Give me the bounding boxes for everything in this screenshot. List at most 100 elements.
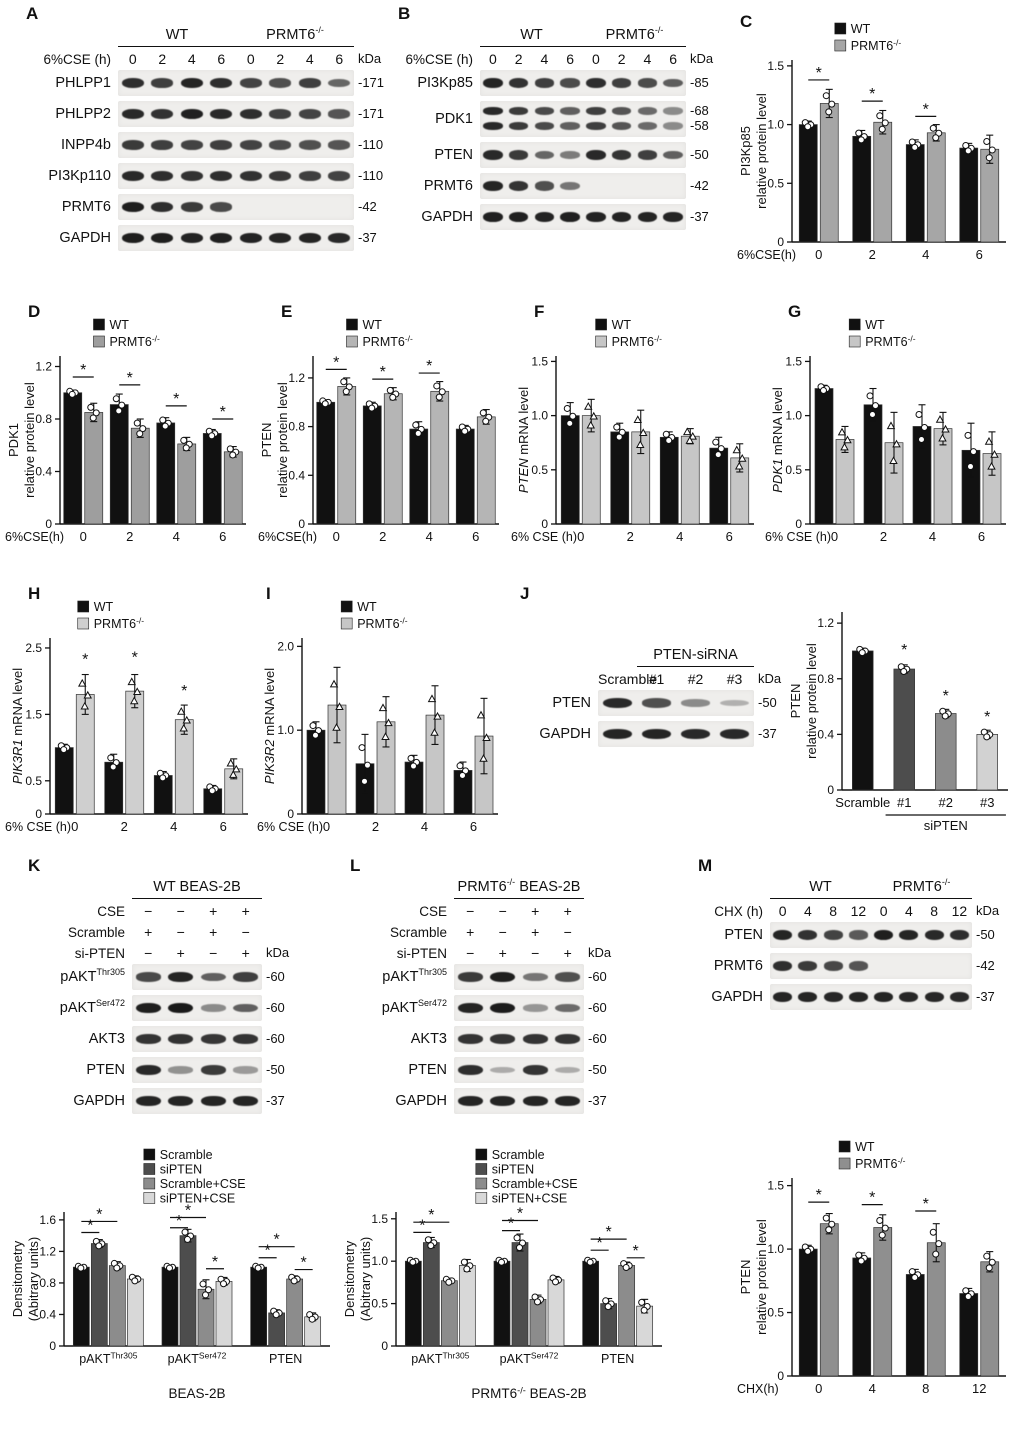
- blot-band: [848, 991, 868, 1003]
- data-point: [136, 430, 144, 438]
- svg-text:0: 0: [35, 807, 42, 821]
- data-point: [840, 442, 849, 451]
- blot-band: [239, 170, 262, 182]
- data-point: [381, 732, 390, 740]
- data-point: [987, 461, 996, 470]
- blot-band: [534, 122, 555, 130]
- svg-text:*: *: [87, 1217, 93, 1234]
- lane-row-label: CHX (h): [714, 903, 763, 919]
- blot-strip: [132, 964, 262, 990]
- condition-symbol: −: [466, 903, 475, 919]
- blot-strip: [132, 995, 262, 1021]
- svg-text:1.5: 1.5: [531, 354, 548, 368]
- data-point: [407, 754, 415, 762]
- svg-text:6% CSE (h): 6% CSE (h): [765, 530, 831, 544]
- data-point: [427, 1242, 435, 1250]
- data-point: [430, 728, 439, 736]
- data-point: [107, 754, 115, 762]
- blot-band: [135, 1033, 161, 1045]
- data-point: [513, 1234, 521, 1242]
- legend-swatch: [77, 600, 90, 613]
- svg-text:1.0: 1.0: [531, 409, 548, 423]
- kda-value: -85: [690, 74, 709, 90]
- blot-band: [151, 78, 174, 88]
- data-point: [921, 424, 928, 432]
- blot-band: [269, 170, 292, 181]
- band-label: AKT3: [410, 1031, 447, 1047]
- data-point: [433, 382, 441, 390]
- band-label: pAKTThr305: [382, 967, 447, 985]
- svg-text:*: *: [96, 1206, 102, 1223]
- blot-band: [483, 122, 503, 130]
- svg-text:*: *: [923, 101, 929, 118]
- bar: [179, 1235, 197, 1347]
- kda-value: -50: [690, 146, 709, 162]
- blot-strip: [454, 995, 584, 1021]
- blot-band: [168, 971, 194, 983]
- data-point: [309, 722, 317, 730]
- data-point: [109, 763, 117, 771]
- lane-label: 12: [951, 903, 968, 919]
- blot-band: [560, 122, 580, 130]
- svg-text:0.5: 0.5: [767, 1306, 784, 1320]
- bar: [852, 650, 874, 791]
- svg-text:6% CSE (h): 6% CSE (h): [511, 530, 577, 544]
- bar: [852, 1257, 872, 1377]
- data-point: [68, 390, 76, 398]
- data-point: [182, 444, 190, 452]
- band-label: GAPDH: [59, 230, 111, 246]
- blot-band: [135, 972, 161, 982]
- bar: [63, 392, 83, 525]
- data-point: [552, 1278, 559, 1286]
- svg-text:*: *: [127, 370, 133, 387]
- blot-band: [534, 78, 555, 88]
- svg-text:siPTEN+CSE: siPTEN+CSE: [160, 1192, 235, 1206]
- data-point: [941, 712, 949, 720]
- blot-strip: [118, 132, 354, 158]
- data-point: [229, 770, 238, 778]
- lane-label: 0: [488, 51, 497, 67]
- blot-band: [121, 77, 144, 89]
- data-point: [177, 707, 186, 715]
- bar: [108, 1265, 126, 1347]
- data-point: [208, 787, 216, 795]
- bar: [156, 422, 176, 525]
- condition-label: CSE: [419, 903, 447, 919]
- svg-text:0.4: 0.4: [35, 465, 52, 479]
- data-point: [159, 774, 167, 782]
- legend-swatch: [848, 318, 861, 331]
- blot-band: [522, 1095, 548, 1107]
- svg-text:1.0: 1.0: [371, 1254, 388, 1268]
- svg-text:4: 4: [869, 1381, 876, 1396]
- blot-band: [210, 108, 233, 120]
- data-point: [208, 432, 216, 440]
- svg-text:siPTEN+CSE: siPTEN+CSE: [492, 1192, 567, 1206]
- bar: [161, 1266, 179, 1347]
- blot-band: [328, 109, 351, 119]
- data-point: [516, 1244, 523, 1252]
- svg-text:Scramble: Scramble: [835, 795, 890, 810]
- svg-text:PRMT6-/-: PRMT6-/-: [362, 334, 413, 350]
- condition-symbol: −: [498, 924, 507, 940]
- blot-strip: [454, 964, 584, 990]
- bar: [926, 1242, 946, 1377]
- lane-label: 2: [617, 51, 626, 67]
- svg-text:PDK1: PDK1: [6, 423, 21, 457]
- bar: [440, 1280, 458, 1347]
- kda-value: -60: [588, 999, 607, 1015]
- panel-L-western-blot: PRMT6-/- BEAS-2B CSE − − + + Scramble + − + − si-PT…: [356, 878, 628, 1119]
- svg-text:0.8: 0.8: [35, 412, 52, 426]
- panel-A-western-blot: WT PRMT6-/- 6%CSE (h) 0 2 4 6 0 2 4 6 kDa PHLPP1 -171…: [22, 26, 400, 256]
- blot-strip: [118, 101, 354, 127]
- svg-text:1.0: 1.0: [277, 723, 294, 737]
- kda-value: -60: [266, 999, 285, 1015]
- panel-label-L: L: [350, 856, 361, 875]
- svg-text:*: *: [984, 709, 990, 726]
- data-point: [717, 445, 725, 453]
- blot-band: [168, 1066, 194, 1074]
- svg-text:0: 0: [298, 517, 305, 531]
- bar: [177, 443, 197, 525]
- blot-band: [637, 122, 658, 130]
- data-point: [983, 733, 991, 741]
- blot-band: [328, 140, 351, 150]
